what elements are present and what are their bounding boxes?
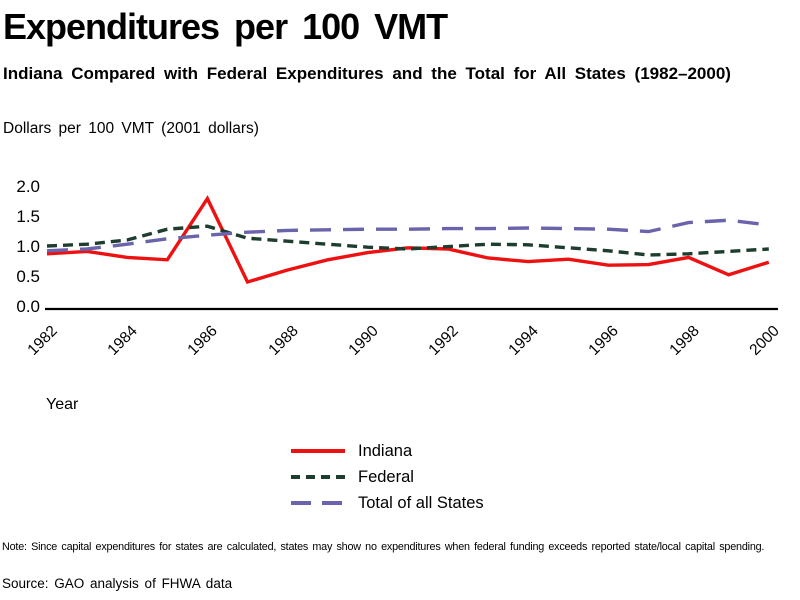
federal-series-line	[46, 224, 769, 257]
legend-item: Federal	[291, 464, 484, 490]
y-tick-label: 1.0	[16, 237, 40, 256]
indiana-series-line	[46, 195, 770, 285]
y-tick-label: 0.0	[16, 297, 40, 316]
chart-subtitle: Indiana Compared with Federal Expenditur…	[3, 64, 731, 83]
indiana-legend-swatch	[291, 449, 345, 453]
legend-item: Total of all States	[291, 490, 484, 516]
total-of-all-states-legend-swatch	[291, 501, 345, 505]
total-of-all-states-series-line	[46, 218, 770, 253]
x-axis-title: Year	[46, 396, 79, 413]
chart-legend: Indiana Federal Total of all States	[291, 438, 484, 516]
legend-label: Federal	[358, 467, 414, 486]
legend-item: Indiana	[291, 438, 484, 464]
federal-legend-swatch	[291, 475, 345, 479]
legend-label: Indiana	[358, 441, 413, 460]
legend-label: Total of all States	[358, 493, 484, 512]
y-tick-label: 2.0	[16, 177, 40, 196]
source-line: Source: GAO analysis of FHWA data	[2, 576, 233, 591]
y-tick-label: 1.5	[16, 207, 40, 226]
footnote: Note: Since capital expenditures for sta…	[2, 541, 765, 553]
y-axis-unit-label: Dollars per 100 VMT (2001 dollars)	[3, 120, 259, 137]
chart-title: Expenditures per 100 VMT	[3, 6, 448, 47]
y-tick-label: 0.5	[16, 267, 40, 286]
